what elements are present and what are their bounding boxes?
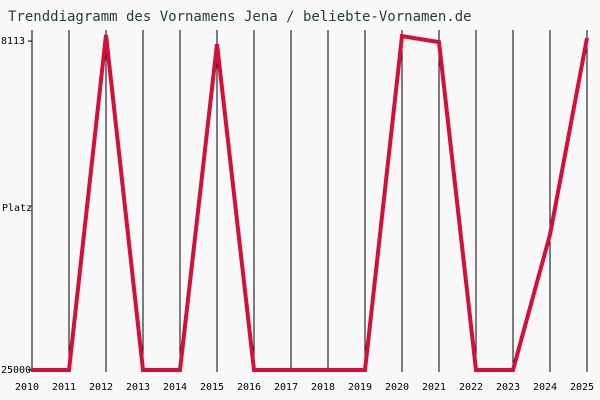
x-tick-label: 2020 [385, 382, 409, 393]
x-tick-label: 2024 [533, 382, 557, 393]
x-tick-label: 2012 [89, 382, 113, 393]
x-tick-label: 2023 [496, 382, 520, 393]
x-tick-label: 2022 [459, 382, 483, 393]
x-tick-label: 2015 [200, 382, 224, 393]
y-tick-label: 8113 [1, 36, 25, 47]
x-tick-label: 2016 [237, 382, 261, 393]
x-tick-label: 2021 [422, 382, 446, 393]
chart-title: Trenddiagramm des Vornamens Jena / belie… [8, 9, 472, 25]
series-line [32, 33, 589, 372]
x-tick-label: 2019 [348, 382, 372, 393]
x-tick-label: 2018 [311, 382, 335, 393]
y-axis-label: Platz [2, 203, 32, 214]
y-tick-label: 25000 [1, 365, 31, 376]
x-tick-label: 2011 [52, 382, 76, 393]
x-tick-label: 2025 [570, 382, 594, 393]
x-tick-label: 2017 [274, 382, 298, 393]
x-tick-label: 2010 [15, 382, 39, 393]
x-tick-label: 2013 [126, 382, 150, 393]
x-tick-label: 2014 [163, 382, 187, 393]
